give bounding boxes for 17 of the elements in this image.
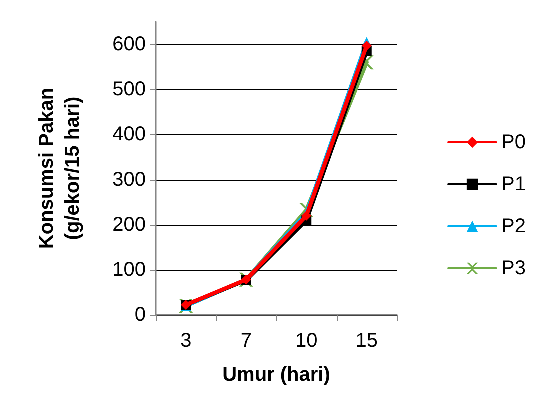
y-tick-label: 300 [112,168,146,191]
legend-label: P3 [502,258,526,280]
legend-label: P2 [502,216,526,238]
y-tick-label: 600 [112,34,146,56]
x-axis-title: Umur (hari) [222,364,330,386]
x-tick-label: 10 [296,330,318,352]
y-tick-label: 0 [134,304,146,326]
y-axis-title: Konsumsi Pakan (g/ekor/15 hari) [36,88,84,250]
y-tick-label: 400 [112,124,146,146]
legend-label: P0 [502,132,526,154]
y-tick-label: 500 [112,78,146,101]
x-tick-label: 15 [356,330,378,352]
x-tick-label: 3 [180,330,192,352]
x-tick-label: 7 [240,330,252,352]
y-tick-label: 200 [112,214,146,236]
y-tick-label: 100 [112,258,146,281]
legend-label: P1 [502,174,526,196]
